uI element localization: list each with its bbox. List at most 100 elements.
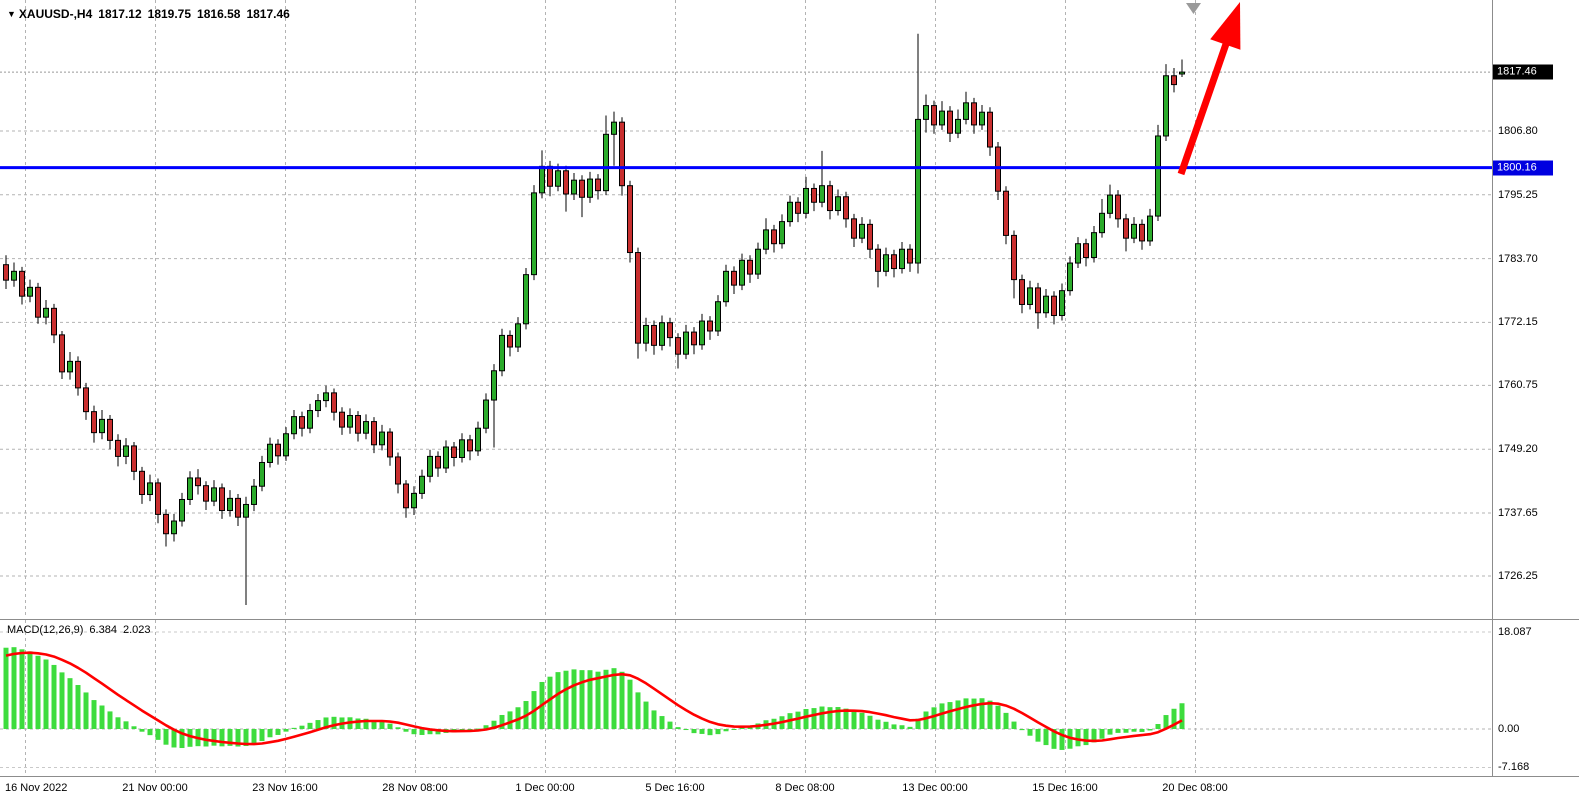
candle: [515, 317, 521, 352]
macd-bar: [219, 729, 225, 747]
price-axis-label: 1749.20: [1498, 443, 1538, 456]
candle: [571, 172, 577, 201]
candle: [923, 94, 929, 133]
candle: [1131, 217, 1137, 244]
macd-bar: [1179, 703, 1185, 729]
ohlc-low: 1816.58: [197, 7, 241, 21]
candle: [235, 493, 241, 527]
candle: [867, 219, 873, 259]
candle: [915, 33, 921, 274]
macd-bar: [811, 708, 817, 729]
macd-axis-label: 18.087: [1498, 625, 1532, 638]
candle: [195, 469, 201, 495]
candle: [275, 439, 281, 465]
macd-panel-canvas[interactable]: [0, 620, 1492, 776]
candle: [499, 328, 505, 377]
candle: [35, 282, 41, 324]
candle: [603, 115, 609, 196]
trend-arrow[interactable]: [1177, 2, 1241, 176]
candle: [491, 364, 497, 448]
macd-bar: [307, 722, 313, 729]
macd-bar: [1019, 729, 1025, 731]
macd-bar: [275, 729, 281, 735]
macd-bar: [51, 664, 57, 729]
candle: [843, 191, 849, 228]
candle: [611, 111, 617, 166]
symbol-label: XAUUSD-,H4: [18, 7, 93, 21]
main-chart-canvas[interactable]: [0, 0, 1492, 618]
candle: [51, 303, 57, 344]
price-axis-label: 1783.70: [1498, 252, 1538, 265]
price-axis-label: 1772.15: [1498, 316, 1538, 329]
macd-bar: [243, 729, 249, 747]
candle: [875, 244, 881, 288]
candle: [651, 320, 657, 355]
macd-bar: [3, 647, 9, 729]
gray-down-arrow-icon[interactable]: [1186, 3, 1201, 14]
macd-bar: [107, 711, 113, 729]
candle: [355, 411, 361, 442]
macd-bar: [1035, 729, 1041, 742]
macd-bar: [379, 721, 385, 729]
candle: [619, 117, 625, 196]
macd-bar: [387, 723, 393, 729]
candle: [1163, 64, 1169, 141]
candle: [1067, 256, 1073, 296]
macd-bar: [35, 655, 41, 729]
candle: [851, 213, 857, 248]
candle: [531, 185, 537, 281]
candle: [755, 242, 761, 280]
macd-bar: [899, 725, 905, 729]
candle: [1083, 238, 1089, 267]
candle: [635, 247, 641, 359]
candle: [483, 393, 489, 434]
macd-bar: [235, 729, 241, 747]
macd-bar: [731, 729, 737, 730]
candle: [787, 195, 793, 227]
macd-main-value: 6.384: [89, 624, 117, 636]
time-axis-label: 28 Nov 08:00: [382, 782, 448, 794]
candle: [1019, 274, 1025, 314]
price-axis[interactable]: 1806.80 1795.25 1783.70 1772.15 1760.75 1749.…: [1493, 0, 1579, 776]
macd-bar: [267, 729, 273, 738]
macd-bar: [59, 672, 65, 729]
candle: [627, 180, 633, 263]
macd-bar: [571, 669, 577, 729]
macd-name: MACD(12,26,9): [7, 624, 84, 636]
symbol-dropdown-icon[interactable]: ▼: [7, 9, 16, 19]
macd-bar: [67, 678, 73, 729]
macd-bar: [395, 727, 401, 729]
candle: [1003, 186, 1009, 245]
candle: [259, 455, 265, 492]
candle: [771, 224, 777, 253]
candle: [291, 409, 297, 440]
macd-axis-label: -7.168: [1498, 761, 1530, 774]
candle: [523, 268, 529, 330]
candle: [107, 414, 113, 450]
macd-bar: [1115, 729, 1121, 733]
time-axis-label: 15 Dec 16:00: [1032, 782, 1098, 794]
candle: [883, 247, 889, 277]
candle: [795, 197, 801, 223]
candle: [907, 244, 913, 272]
candle: [187, 471, 193, 506]
macd-bar: [1171, 708, 1177, 729]
macd-bar: [635, 692, 641, 729]
candle: [363, 414, 369, 440]
candle: [443, 440, 449, 473]
candle: [963, 91, 969, 125]
candle: [283, 427, 289, 461]
macd-bar: [563, 670, 569, 729]
macd-bar: [43, 659, 49, 729]
candle: [203, 481, 209, 510]
macd-bar: [1059, 729, 1065, 750]
macd-bar: [595, 671, 601, 729]
time-axis[interactable]: 16 Nov 2022 21 Nov 00:00 23 Nov 16:00 28 No…: [0, 777, 1579, 803]
macd-bar: [507, 711, 513, 729]
macd-bar: [971, 698, 977, 729]
macd-bar: [211, 729, 217, 746]
candle: [579, 175, 585, 218]
candle: [987, 107, 993, 156]
candle: [507, 330, 513, 357]
macd-bar: [139, 729, 145, 732]
